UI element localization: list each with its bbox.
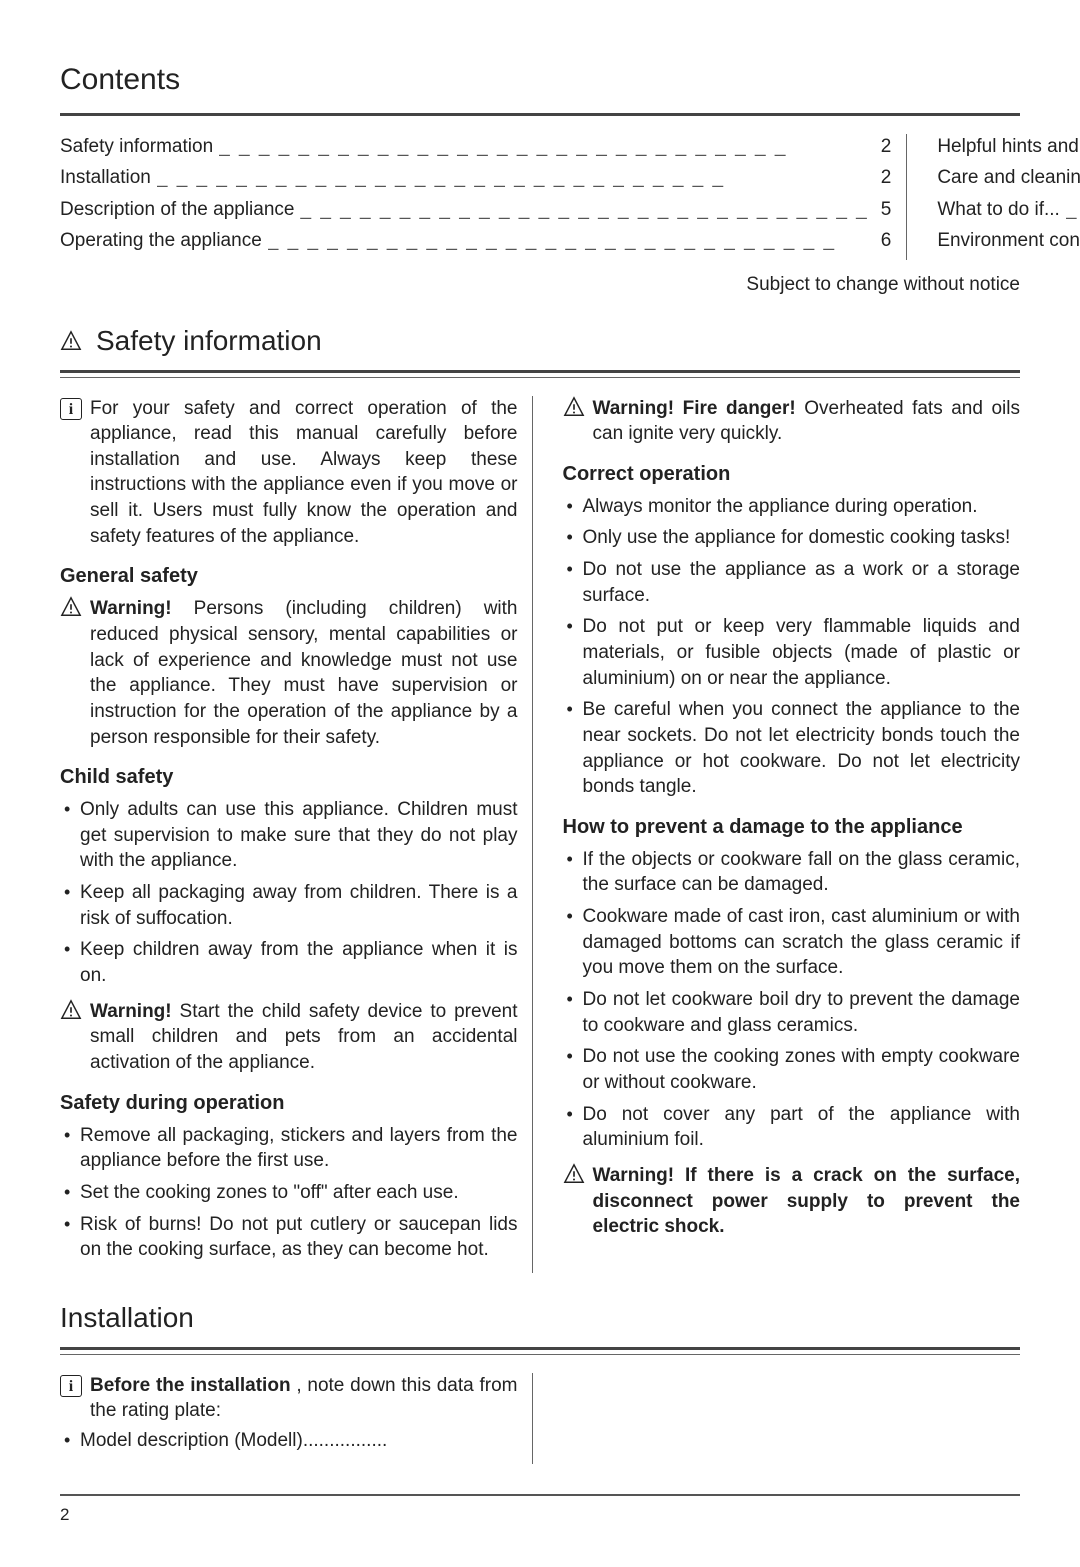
list-item: Remove all packaging, stickers and layer… [60,1123,518,1174]
list-item: Keep all packaging away from children. T… [60,880,518,931]
correct-operation-heading: Correct operation [563,461,1021,488]
warning-icon [60,330,82,352]
safety-title: Safety information [96,322,322,360]
warning-label: Warning! [90,598,172,619]
toc-page: 2 [875,165,892,191]
table-of-contents: Safety information 2 Installation 2 Desc… [60,134,1020,261]
toc-label: What to do if... [937,197,1060,223]
toc-row: Environment concerns 8 [937,228,1080,258]
list-item: Cookware made of cast iron, cast alumini… [563,904,1021,981]
section-rule-thin [60,1354,1020,1355]
list-item: Do not cover any part of the appliance w… [563,1102,1021,1153]
installation-columns: i Before the installation , note down th… [60,1373,1020,1464]
toc-label: Care and cleaning [937,165,1080,191]
toc-row: Operating the appliance 6 [60,228,891,258]
toc-label: Operating the appliance [60,228,262,254]
warning-note: Warning! Start the child safety device t… [60,999,518,1076]
info-icon: i [60,398,82,420]
info-note: i For your safety and correct operation … [60,396,518,550]
subject-to-change-notice: Subject to change without notice [60,272,1020,298]
toc-row: Description of the appliance 5 [60,197,891,227]
list-item: Do not let cookware boil dry to prevent … [563,987,1021,1038]
safety-left-column: i For your safety and correct operation … [60,396,533,1273]
safety-during-heading: Safety during operation [60,1090,518,1117]
page-footer: 2 [60,1494,1020,1528]
section-rule-thick [60,370,1020,373]
before-install-label: Before the installation [90,1375,291,1396]
prevent-damage-heading: How to prevent a damage to the appliance [563,814,1021,841]
toc-label: Description of the appliance [60,197,294,223]
toc-row: What to do if... 8 [937,197,1080,227]
installation-left-column: i Before the installation , note down th… [60,1373,533,1464]
installation-right-column [563,1373,1021,1464]
general-safety-warning-text: Persons (including children) with reduce… [90,598,518,747]
contents-rule [60,113,1020,116]
toc-leader [219,134,869,160]
info-icon: i [60,1375,82,1397]
toc-label: Helpful hints and tips [937,134,1080,160]
section-rule-thin [60,377,1020,378]
toc-leader [1066,197,1080,223]
warning-icon [60,999,82,1021]
warning-label: Warning! [593,1165,675,1186]
warning-label: Warning! [90,1001,172,1022]
toc-leader [157,165,869,191]
toc-left-column: Safety information 2 Installation 2 Desc… [60,134,907,261]
list-item: Risk of burns! Do not put cutlery or sau… [60,1212,518,1263]
warning-icon [60,596,82,618]
toc-row: Helpful hints and tips 7 [937,134,1080,164]
installation-list: Model description (Modell)..............… [60,1428,518,1454]
toc-page: 5 [875,197,892,223]
list-item: Do not use the appliance as a work or a … [563,557,1021,608]
list-item: Do not use the cooking zones with empty … [563,1044,1021,1095]
toc-page: 2 [875,134,892,160]
list-item: Always monitor the appliance during oper… [563,494,1021,520]
safety-section-head: Safety information [60,322,1020,360]
warning-note: Warning! Persons (including children) wi… [60,596,518,750]
warning-icon [563,396,585,418]
list-item: Keep children away from the appliance wh… [60,937,518,988]
list-item: Model description (Modell)..............… [60,1428,518,1454]
child-safety-list: Only adults can use this appliance. Chil… [60,797,518,988]
list-item: Only use the appliance for domestic cook… [563,525,1021,551]
safety-right-column: Warning! Fire danger! Overheated fats an… [563,396,1021,1273]
warning-label: Warning! Fire danger! [593,398,796,419]
warning-icon [563,1163,585,1185]
list-item: Do not put or keep very flammable liquid… [563,614,1021,691]
info-note: i Before the installation , note down th… [60,1373,518,1424]
general-safety-heading: General safety [60,563,518,590]
toc-label: Installation [60,165,151,191]
list-item: Be careful when you connect the applianc… [563,697,1021,800]
toc-leader [268,228,869,254]
warning-note: Warning! Fire danger! Overheated fats an… [563,396,1021,447]
safety-intro-text: For your safety and correct operation of… [90,396,518,550]
safety-columns: i For your safety and correct operation … [60,396,1020,1273]
list-item: If the objects or cookware fall on the g… [563,847,1021,898]
toc-right-column: Helpful hints and tips 7 Care and cleani… [937,134,1080,261]
prevent-damage-list: If the objects or cookware fall on the g… [563,847,1021,1153]
child-safety-heading: Child safety [60,764,518,791]
page-number: 2 [60,1505,69,1524]
toc-label: Safety information [60,134,213,160]
section-rule-thick [60,1347,1020,1350]
list-item: Only adults can use this appliance. Chil… [60,797,518,874]
list-item: Set the cooking zones to "off" after eac… [60,1180,518,1206]
warning-note: Warning! If there is a crack on the surf… [563,1163,1021,1240]
correct-operation-list: Always monitor the appliance during oper… [563,494,1021,800]
toc-page: 6 [875,228,892,254]
toc-row: Care and cleaning 7 [937,165,1080,195]
toc-label: Environment concerns [937,228,1080,254]
toc-leader [300,197,868,223]
safety-during-list: Remove all packaging, stickers and layer… [60,1123,518,1263]
toc-row: Safety information 2 [60,134,891,164]
contents-title: Contents [60,60,1020,101]
installation-title: Installation [60,1299,1020,1337]
toc-row: Installation 2 [60,165,891,195]
